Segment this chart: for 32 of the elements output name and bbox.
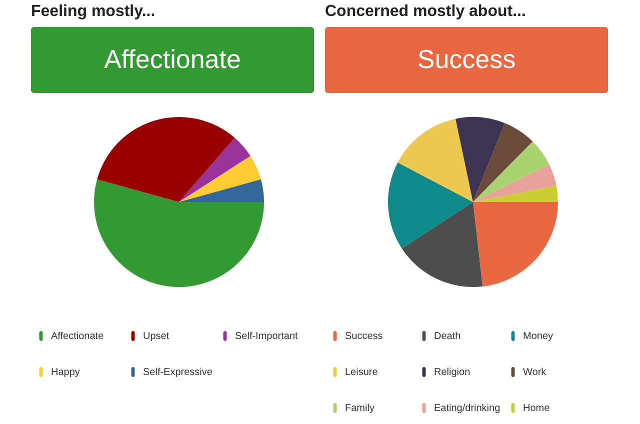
legend-label: Religion <box>434 367 470 378</box>
pie-slice <box>473 123 533 202</box>
legend-label: Home <box>523 403 550 414</box>
chart-subtitle: Affectionate <box>104 44 241 74</box>
pie-slice <box>398 118 473 202</box>
pie-slice <box>456 117 505 202</box>
legend-label: Affectionate <box>51 331 104 342</box>
pie-slice <box>179 156 261 202</box>
legend-label: Self-Expressive <box>143 367 213 378</box>
legend-label: Family <box>345 403 374 414</box>
legend-label: Upset <box>143 331 170 342</box>
legend-label: Eating/drinking <box>434 403 500 414</box>
pie-slice <box>179 138 250 202</box>
pie-slice <box>179 179 264 202</box>
legend-label: Death <box>434 331 461 342</box>
legend-label: Self-Important <box>235 331 298 342</box>
pie-slice <box>97 117 235 202</box>
legend-label: Success <box>345 331 383 342</box>
pie-slice <box>388 162 473 248</box>
pie-slice <box>473 202 558 286</box>
legend-label: Leisure <box>345 367 378 378</box>
pie-slice <box>473 186 558 202</box>
chart-title: Concerned mostly about... <box>325 3 526 20</box>
pie-slice <box>473 164 556 202</box>
chart-subtitle: Success <box>417 44 516 74</box>
legend-label: Money <box>523 331 554 342</box>
legend-label: Happy <box>51 367 80 378</box>
legend-label: Work <box>523 367 548 378</box>
pie-slice <box>94 179 264 287</box>
pie-slice <box>402 202 483 287</box>
pie-slice <box>473 142 550 202</box>
chart-title: Feeling mostly... <box>31 3 156 20</box>
